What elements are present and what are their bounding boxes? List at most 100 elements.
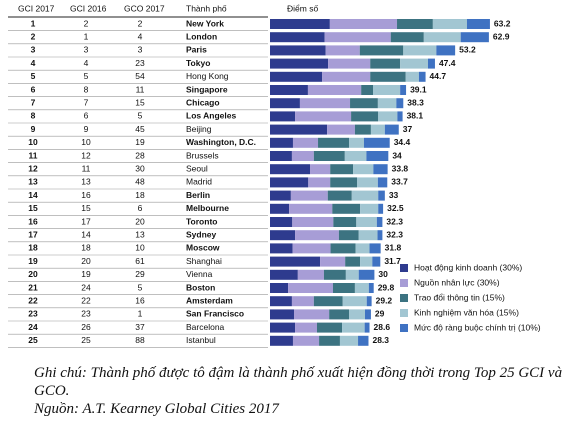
bar-segment (354, 283, 369, 293)
rank-2017: 23 (28, 309, 38, 319)
rank-gco: 29 (135, 269, 145, 279)
score-label: 38.1 (407, 111, 424, 121)
rank-gco: 3 (138, 45, 143, 55)
bar-segment (466, 19, 490, 29)
bar-segment (338, 230, 359, 241)
city: New York (186, 18, 224, 28)
bar-segment (270, 151, 292, 161)
rank-2017: 19 (28, 256, 38, 266)
rank-2016: 14 (81, 229, 91, 239)
rank-2016: 20 (81, 256, 91, 266)
bar-segment (295, 230, 339, 241)
city: Washington, D.C. (186, 137, 256, 147)
rank-gco: 18 (135, 190, 145, 200)
bar-segment (378, 203, 384, 214)
legend-swatch (400, 264, 408, 272)
rank-2016: 24 (81, 282, 91, 292)
bar-segment (333, 217, 357, 227)
bar-segment (353, 164, 374, 175)
rank-2017: 5 (31, 71, 36, 81)
bar-segment (270, 177, 309, 188)
city: Amsterdam (186, 295, 233, 305)
rank-gco: 28 (135, 150, 145, 160)
bar-segment (270, 111, 296, 122)
bar-segment (358, 230, 378, 241)
bar-segment (270, 85, 308, 95)
rank-2017: 18 (28, 243, 38, 253)
bar-segment (403, 45, 437, 56)
city: Paris (186, 45, 207, 55)
bar-segment (359, 45, 404, 56)
bar-segment (332, 203, 361, 214)
legend-label: Trao đổi thông tin (15%) (414, 292, 505, 302)
city: Madrid (186, 177, 212, 187)
rank-2016: 10 (81, 137, 91, 147)
col-header: Thành phố (186, 3, 227, 13)
bar-segment (344, 151, 367, 161)
score-label: 44.7 (430, 71, 447, 81)
bar-segment (373, 164, 388, 175)
bar-segment (369, 243, 381, 254)
bar-segment (292, 137, 319, 148)
bar-segment (270, 217, 293, 227)
bar-segment (342, 322, 365, 333)
bar-segment (270, 322, 296, 333)
bar-segment (294, 309, 330, 320)
bar-segment (310, 164, 331, 175)
city: Toronto (186, 216, 217, 226)
bar-segment (320, 256, 346, 267)
bar-segment (405, 71, 419, 82)
rank-2016: 26 (81, 322, 91, 332)
bar-segment (328, 58, 371, 69)
rank-2016: 5 (84, 71, 89, 81)
rank-2016: 23 (81, 309, 91, 319)
rank-2017: 25 (28, 335, 38, 345)
bar-segment (322, 71, 371, 82)
bar-segment (292, 217, 334, 227)
bar-segment (318, 137, 349, 148)
bar-segment (361, 85, 374, 95)
score-label: 30 (378, 269, 388, 279)
rank-2017: 7 (31, 97, 36, 107)
note: Ghi chú: Thành phố được tô đậm là thành … (34, 364, 564, 418)
score-label: 63.2 (494, 18, 511, 28)
city: Istanbul (186, 335, 216, 345)
bar-segment (329, 309, 349, 320)
bar-segment (373, 85, 401, 95)
score-label: 38.3 (407, 97, 424, 107)
bar-segment (432, 19, 467, 29)
bar-segment (365, 309, 371, 320)
rank-2017: 8 (31, 111, 36, 121)
score-label: 31.8 (385, 243, 402, 253)
rank-gco: 20 (135, 216, 145, 226)
rank-2017: 2 (31, 31, 36, 41)
rank-gco: 6 (138, 203, 143, 213)
rank-gco: 13 (135, 229, 145, 239)
bar-segment (270, 190, 291, 201)
rank-2017: 4 (31, 58, 36, 68)
bar-segment (366, 296, 372, 307)
city: London (186, 31, 217, 41)
rank-gco: 5 (138, 282, 143, 292)
bar-segment (366, 151, 389, 161)
rank-2017: 24 (28, 322, 38, 332)
score-label: 32.5 (387, 203, 404, 213)
bar-segment (329, 19, 398, 29)
bar-segment (325, 45, 360, 56)
col-header: GCI 2016 (70, 3, 107, 13)
city: Beijing (186, 124, 212, 134)
legend-label: Mức độ ràng buộc chính trị (10%) (414, 322, 541, 332)
score-label: 31.7 (384, 256, 401, 266)
rank-gco: 30 (135, 163, 145, 173)
rank-2017: 16 (28, 216, 38, 226)
bar-segment (308, 177, 331, 188)
bar-segment (289, 203, 333, 214)
bar-segment (270, 98, 300, 109)
bar-segment (350, 98, 378, 109)
rank-2016: 13 (81, 177, 91, 187)
bar-segment (364, 322, 370, 333)
rank-2016: 19 (81, 269, 91, 279)
bar-segment (327, 190, 352, 201)
bar-segment (288, 283, 333, 293)
bar-segment (342, 296, 367, 307)
